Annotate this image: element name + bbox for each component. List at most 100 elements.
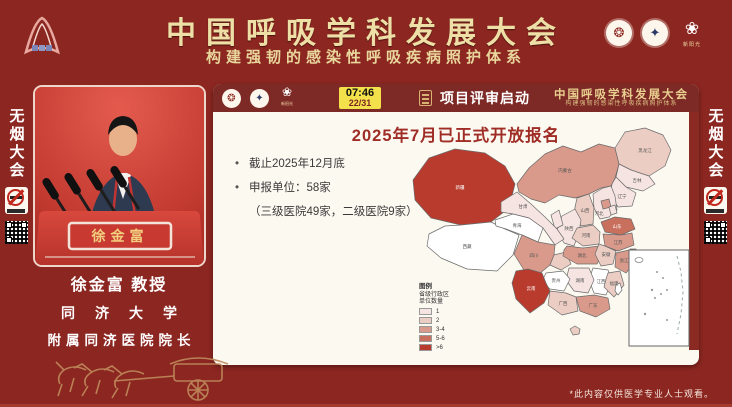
slide-conference-subtitle: 构建强韧的感染性呼吸疾病照护体系	[565, 100, 678, 107]
association-seal-icon: ✦	[250, 88, 269, 108]
bullet-item: • 截止2025年12月底	[235, 152, 415, 176]
province-label: 贵州	[552, 277, 561, 284]
province-label: 广西	[559, 300, 568, 307]
map-legend-rows: 1 2 3-4 5-6 >6	[419, 308, 489, 351]
legend-label: >6	[436, 344, 443, 351]
speaker-name-title: 徐金富 教授	[70, 277, 168, 294]
province-label: 福建	[610, 280, 619, 287]
smokefree-banner-right: 无烟大会	[700, 108, 730, 244]
smokefree-label: 无烟大会	[7, 108, 25, 180]
province-region	[575, 294, 611, 318]
speaker-video-panel: 徐金富	[33, 85, 206, 267]
province-label: 陕西	[565, 225, 574, 232]
legend-swatch	[419, 317, 432, 324]
speaker-university: 同济大学	[61, 305, 197, 321]
province-label: 辽宁	[618, 193, 627, 200]
smokefree-label: 无烟大会	[706, 108, 724, 180]
qr-code	[704, 221, 727, 244]
legend-label: 5-6	[436, 335, 445, 342]
province-label: 甘肃	[519, 203, 528, 210]
slide-side-strip	[689, 112, 699, 350]
sunshine-foundation-label: 新阳光	[281, 101, 293, 106]
province-label: 吉林	[633, 177, 642, 184]
association-seal-icon: ✦	[642, 20, 668, 46]
bullet-item: • 申报单位：58家	[235, 176, 415, 200]
slide-counter: 22/31	[348, 98, 372, 108]
sunshine-foundation-icon: ❀ 新阳光	[678, 20, 706, 54]
province-region	[500, 191, 565, 246]
speaker-caption: 徐金富 教授 同济大学 附属同济医院院长	[24, 271, 214, 349]
province-label: 湖北	[578, 252, 587, 259]
podium: 徐金富	[35, 211, 204, 265]
legend-label: 3-4	[436, 326, 445, 333]
slide-header-bar: ❂ ✦ ❀ 新阳光 07:46 22/31 项目评审启动 中国呼吸学科发展大会 构…	[213, 84, 699, 112]
slide-conference-title: 中国呼吸学科发展大会	[554, 88, 689, 101]
legend-row: 2	[419, 317, 489, 324]
province-region	[569, 325, 581, 336]
province-label: 河北	[595, 210, 604, 217]
province-label: 云南	[527, 285, 536, 292]
legend-swatch	[419, 335, 432, 342]
legend-swatch	[419, 326, 432, 333]
banner-title: 中国呼吸学科发展大会	[166, 17, 566, 50]
slide-timer: 07:46 22/31	[339, 87, 381, 109]
legend-row: 1	[419, 308, 489, 315]
microphones-icon	[42, 166, 141, 222]
bullet-list: • 截止2025年12月底 • 申报单位：58家 （三级医院49家，二级医院9家）	[235, 152, 418, 224]
banner-subtitle: 构建强韧的感染性呼吸疾病照护体系	[205, 49, 526, 66]
chariot-illustration	[55, 357, 229, 401]
footer-disclaimer: *此内容仅供医学专业人士观看。	[569, 389, 714, 399]
podium-name: 徐金富	[91, 228, 149, 244]
province-label: 广东	[589, 302, 598, 309]
province-region	[550, 209, 564, 230]
province-label: 西藏	[463, 243, 472, 250]
no-smoking-icon	[4, 187, 28, 214]
province-region	[594, 243, 617, 267]
province-label: 安徽	[602, 251, 611, 258]
china-map: 新疆 西藏 内蒙古 黑龙江 吉林 辽宁 河北 山西 陕西 甘肃 青海 四川 湖北 河南 山东 江苏 安徽 浙江 江西…	[405, 122, 697, 357]
province-label: 黑龙江	[638, 147, 652, 154]
bullet-note: （三级医院49家，二级医院9家）	[249, 206, 418, 218]
map-inset-box	[628, 249, 690, 347]
province-label: 山西	[581, 207, 590, 214]
province-region	[614, 282, 623, 296]
legend-row: >6	[419, 344, 489, 351]
province-region	[562, 245, 603, 265]
podium-name-plate	[67, 221, 173, 251]
province-region	[608, 204, 618, 216]
province-label: 新疆	[456, 184, 465, 191]
smokefree-banner-left: 无烟大会	[1, 108, 31, 244]
legend-label: 1	[436, 308, 440, 315]
province-label: 浙江	[620, 257, 629, 264]
sunshine-foundation-label: 新阳光	[682, 42, 701, 48]
top-banner: 中国呼吸学科发展大会 构建强韧的感染性呼吸疾病照护体系 ❂ ✦ ❀ 新阳光	[0, 0, 732, 84]
society-seal-icon: ❂	[222, 88, 241, 108]
bullet-text: 申报单位：58家	[249, 182, 331, 194]
qr-code	[5, 221, 28, 244]
bottom-divider	[0, 404, 732, 407]
province-label: 内蒙古	[558, 167, 572, 174]
conference-logo-icon	[24, 16, 60, 55]
legend-subtitle: 省级行政区	[419, 292, 450, 298]
legend-subtitle: 单位数量	[419, 299, 444, 305]
province-region	[426, 221, 520, 272]
slide-conference-brand: 中国呼吸学科发展大会 构建强韧的感染性呼吸疾病照护体系	[554, 89, 689, 108]
timer-value: 07:46	[345, 87, 375, 99]
society-seal-icon: ❂	[606, 20, 632, 46]
legend-row: 5-6	[419, 335, 489, 342]
legend-title: 图例	[419, 283, 432, 290]
province-region	[600, 216, 636, 236]
province-region	[547, 290, 579, 316]
slide-title: 2025年7月已正式开放报名	[351, 127, 561, 145]
legend-swatch	[419, 308, 432, 315]
map-legend: 图例 省级行政区 单位数量 1 2 3-4 5-6 >6	[419, 280, 489, 351]
province-region	[609, 176, 637, 208]
legend-row: 3-4	[419, 326, 489, 333]
province-label: 江西	[597, 278, 606, 285]
agenda-list-icon	[419, 90, 432, 106]
province-label: 四川	[530, 253, 539, 258]
province-label: 青海	[513, 222, 522, 229]
speaker-position: 附属同济医院院长	[47, 333, 196, 348]
